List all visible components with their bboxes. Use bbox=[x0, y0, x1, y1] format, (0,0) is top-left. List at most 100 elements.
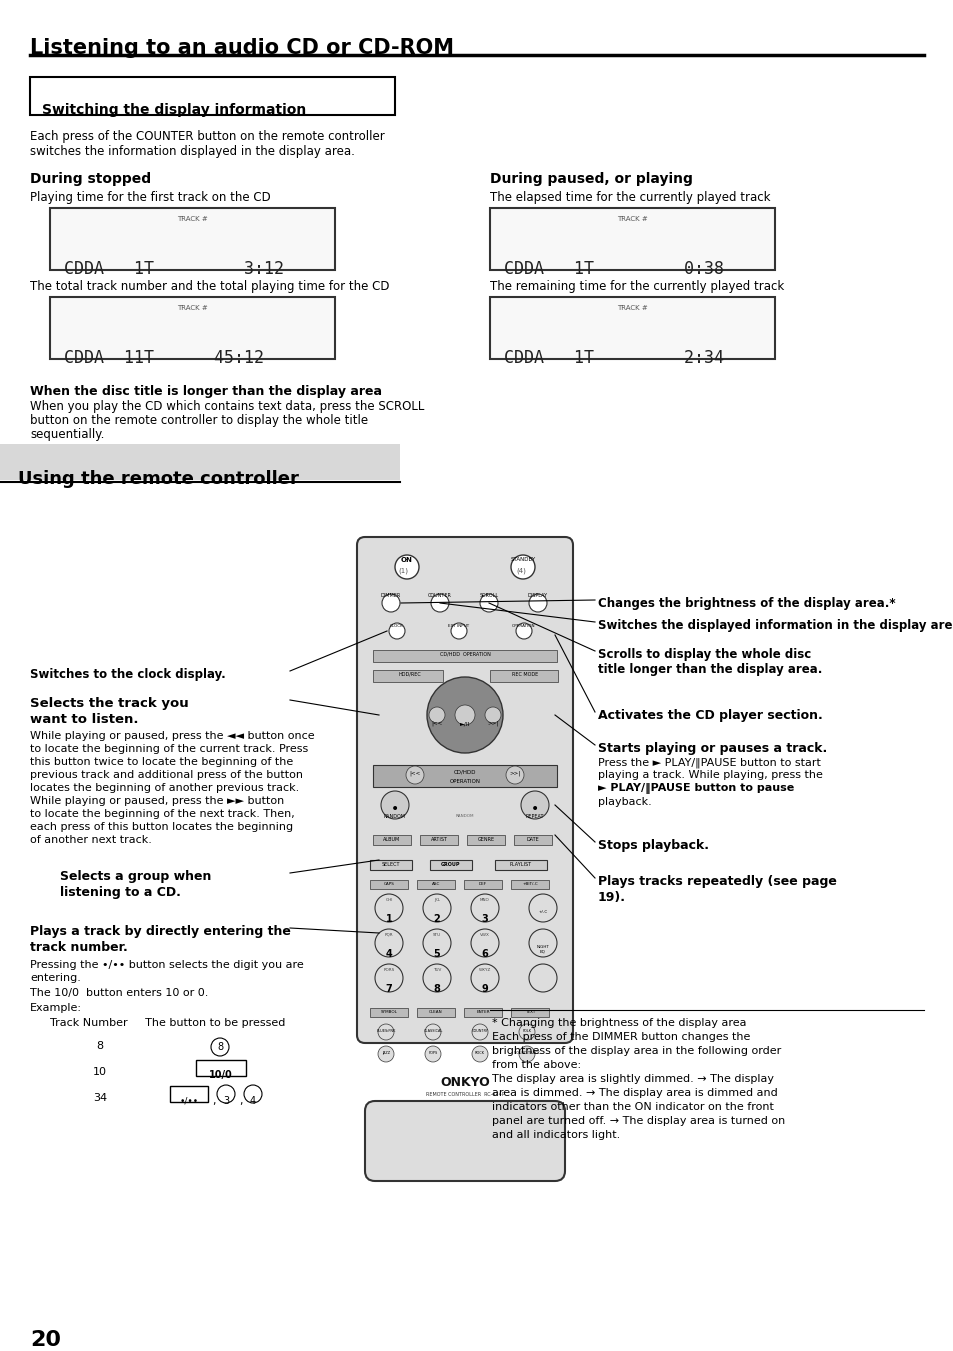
Text: ► PLAY/‖PAUSE button to pause: ► PLAY/‖PAUSE button to pause bbox=[598, 784, 794, 794]
Bar bbox=[490, 208, 774, 270]
Text: COUNTER: COUNTER bbox=[428, 593, 452, 598]
Circle shape bbox=[395, 555, 418, 580]
Text: TUV: TUV bbox=[433, 969, 440, 971]
Text: SELECT: SELECT bbox=[381, 862, 400, 867]
Bar bbox=[30, 77, 395, 115]
Text: playing a track. While playing, press the: playing a track. While playing, press th… bbox=[598, 770, 822, 780]
Text: REMOTE CONTROLLER  RC-474P: REMOTE CONTROLLER RC-474P bbox=[425, 1092, 504, 1097]
Text: from the above:: from the above: bbox=[492, 1061, 580, 1070]
Text: CLOCK: CLOCK bbox=[390, 624, 403, 628]
Text: 10/0: 10/0 bbox=[209, 1070, 233, 1079]
Text: and all indicators light.: and all indicators light. bbox=[492, 1129, 619, 1140]
Text: GENRE: GENRE bbox=[476, 838, 494, 842]
Text: Pressing the •/•• button selects the digit you are: Pressing the •/•• button selects the dig… bbox=[30, 961, 303, 970]
Text: DIMMER: DIMMER bbox=[380, 593, 400, 598]
Text: OPERATION: OPERATION bbox=[449, 780, 480, 784]
Text: 34: 34 bbox=[92, 1093, 107, 1102]
Circle shape bbox=[471, 965, 498, 992]
Text: switches the information displayed in the display area.: switches the information displayed in th… bbox=[30, 145, 355, 158]
Bar bbox=[373, 765, 557, 788]
Text: JAZZ: JAZZ bbox=[381, 1051, 390, 1055]
Text: Selects the track you: Selects the track you bbox=[30, 697, 189, 711]
Text: SOUND TRACK: SOUND TRACK bbox=[514, 1051, 539, 1055]
Text: track number.: track number. bbox=[30, 942, 128, 954]
Text: ASC: ASC bbox=[432, 882, 439, 886]
Text: RANDOM: RANDOM bbox=[384, 815, 406, 819]
Text: NIGHT
EQ: NIGHT EQ bbox=[536, 944, 549, 954]
Circle shape bbox=[516, 623, 532, 639]
Text: >>|: >>| bbox=[487, 720, 498, 725]
Circle shape bbox=[377, 1046, 394, 1062]
Bar bbox=[373, 670, 442, 682]
Text: 3: 3 bbox=[223, 1096, 229, 1106]
Text: CDDA  11T      45:12: CDDA 11T 45:12 bbox=[64, 349, 264, 367]
Text: HDD/REC: HDD/REC bbox=[398, 671, 421, 677]
Text: BLUES/FNK: BLUES/FNK bbox=[375, 1029, 395, 1034]
Text: 9: 9 bbox=[481, 984, 488, 994]
Text: Selects a group when: Selects a group when bbox=[60, 870, 212, 884]
Text: Track Number     The button to be pressed: Track Number The button to be pressed bbox=[50, 1019, 285, 1028]
Text: STANDBY: STANDBY bbox=[510, 557, 535, 562]
Text: entering.: entering. bbox=[30, 973, 81, 984]
Text: Each press of the DIMMER button changes the: Each press of the DIMMER button changes … bbox=[492, 1032, 750, 1042]
Circle shape bbox=[389, 623, 405, 639]
Text: Example:: Example: bbox=[30, 1002, 82, 1013]
Text: CLEAN: CLEAN bbox=[429, 1011, 442, 1015]
Text: ARTIST: ARTIST bbox=[430, 838, 447, 842]
Bar bbox=[370, 880, 408, 889]
Text: CAPS: CAPS bbox=[383, 882, 394, 886]
Text: COUNTRY: COUNTRY bbox=[471, 1029, 488, 1034]
Circle shape bbox=[529, 594, 546, 612]
Bar bbox=[416, 880, 455, 889]
Text: Stops playback.: Stops playback. bbox=[598, 839, 708, 852]
Text: brightness of the display area in the following order: brightness of the display area in the fo… bbox=[492, 1046, 781, 1056]
Text: TRACK #: TRACK # bbox=[616, 216, 647, 222]
Circle shape bbox=[427, 677, 502, 753]
Text: listening to a CD.: listening to a CD. bbox=[60, 886, 181, 898]
Circle shape bbox=[211, 1038, 229, 1056]
Text: CDDA   1T         2:34: CDDA 1T 2:34 bbox=[503, 349, 723, 367]
Text: WXYZ: WXYZ bbox=[478, 969, 491, 971]
Text: this button twice to locate the beginning of the: this button twice to locate the beginnin… bbox=[30, 757, 293, 767]
Circle shape bbox=[377, 1024, 394, 1040]
Bar bbox=[430, 861, 472, 870]
Bar bbox=[490, 670, 558, 682]
Text: During stopped: During stopped bbox=[30, 172, 151, 186]
Text: 8: 8 bbox=[433, 984, 440, 994]
Circle shape bbox=[429, 707, 444, 723]
Text: 19).: 19). bbox=[598, 892, 625, 904]
Text: ENTER: ENTER bbox=[476, 1011, 489, 1015]
Text: POPS: POPS bbox=[428, 1051, 437, 1055]
Text: each press of this button locates the beginning: each press of this button locates the be… bbox=[30, 821, 293, 832]
Text: REPEAT: REPEAT bbox=[525, 815, 543, 819]
Circle shape bbox=[472, 1024, 488, 1040]
Text: MNO: MNO bbox=[479, 898, 489, 902]
Text: sequentially.: sequentially. bbox=[30, 428, 104, 440]
Text: Each press of the COUNTER button on the remote controller: Each press of the COUNTER button on the … bbox=[30, 130, 384, 143]
Text: DEF: DEF bbox=[478, 882, 487, 886]
Text: Switching the display information: Switching the display information bbox=[42, 103, 306, 118]
Circle shape bbox=[375, 965, 402, 992]
Text: While playing or paused, press the ►► button: While playing or paused, press the ►► bu… bbox=[30, 796, 284, 807]
Bar bbox=[511, 1008, 548, 1017]
Text: 3: 3 bbox=[481, 915, 488, 924]
Text: During paused, or playing: During paused, or playing bbox=[490, 172, 692, 186]
Text: (1): (1) bbox=[397, 567, 408, 574]
Text: 4: 4 bbox=[250, 1096, 255, 1106]
Bar bbox=[511, 880, 548, 889]
Text: button on the remote controller to display the whole title: button on the remote controller to displ… bbox=[30, 413, 368, 427]
Circle shape bbox=[479, 594, 497, 612]
Circle shape bbox=[381, 594, 399, 612]
Text: When the disc title is longer than the display area: When the disc title is longer than the d… bbox=[30, 385, 381, 399]
Text: The total track number and the total playing time for the CD: The total track number and the total pla… bbox=[30, 280, 389, 293]
Text: 8: 8 bbox=[96, 1042, 104, 1051]
Text: 8: 8 bbox=[216, 1042, 223, 1052]
Text: DISPLAY: DISPLAY bbox=[527, 593, 547, 598]
Bar bbox=[370, 1008, 408, 1017]
Text: CD/HDD  OPERATION: CD/HDD OPERATION bbox=[439, 653, 490, 657]
Text: 6: 6 bbox=[481, 948, 488, 959]
Bar bbox=[463, 1008, 501, 1017]
Text: +BIT/-C: +BIT/-C bbox=[521, 882, 537, 886]
Text: When you play the CD which contains text data, press the SCROLL: When you play the CD which contains text… bbox=[30, 400, 424, 413]
Text: panel are turned off. → The display area is turned on: panel are turned off. → The display area… bbox=[492, 1116, 784, 1125]
